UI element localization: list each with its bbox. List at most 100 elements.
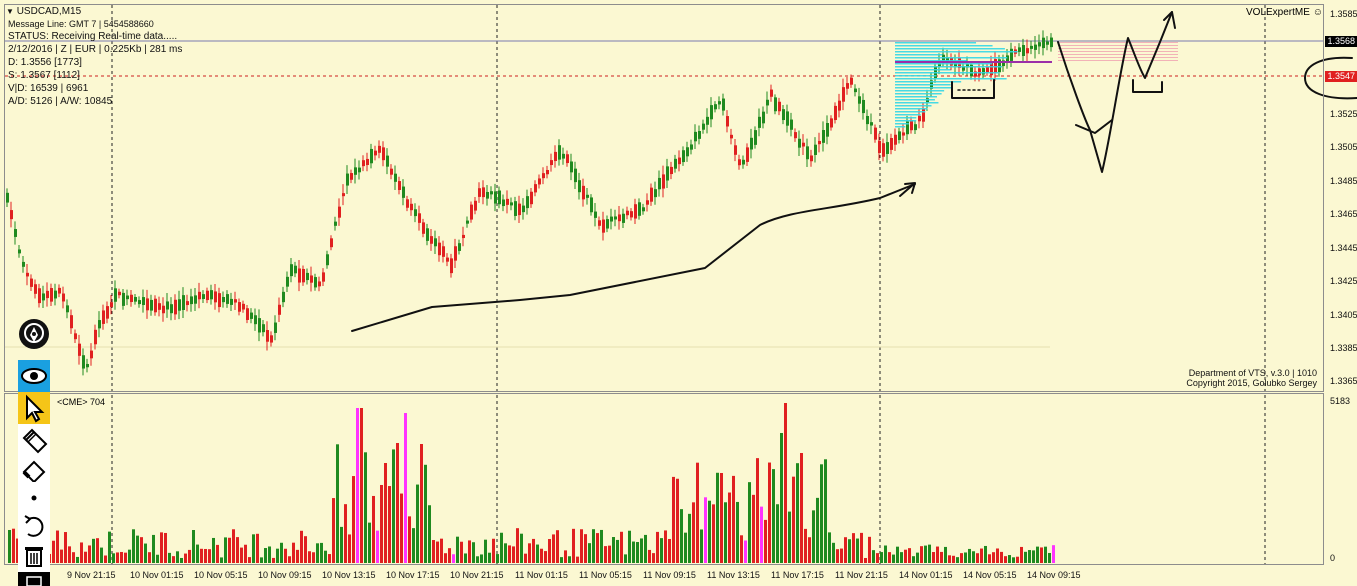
candle-body [702,123,705,130]
collapse-triangle-icon[interactable]: ▼ [6,7,14,16]
volume-bar [288,556,291,563]
eye-icon[interactable] [18,360,50,392]
candle-body [42,293,45,301]
candle-body [306,272,309,281]
volume-bar [308,551,311,563]
candle-body [214,291,217,303]
profile-bar [895,72,1000,74]
volume-bar [224,537,227,563]
candle-body [194,295,197,304]
candle-body [858,96,861,104]
expert-label[interactable]: VOLExpertME ☺ [1246,7,1323,18]
volume-bar [140,537,143,563]
profile-bar-right [1058,42,1178,43]
volume-bar [476,556,479,563]
candle-body [602,219,605,233]
candle-body [250,312,253,319]
candle-body [390,168,393,175]
volume-bar [456,536,459,563]
candle-body [866,115,869,125]
candle-body [14,229,17,237]
pencil-icon[interactable] [18,424,50,456]
volume-bar [848,539,851,563]
price-tick: 1.3485 [1330,176,1357,186]
candle-body [810,155,813,162]
volume-bar [800,453,803,563]
volume-bar [832,542,835,563]
volume-bar [432,540,435,563]
pen-nib-icon[interactable] [18,318,50,350]
candle-body [778,101,781,112]
volume-bar [932,552,935,563]
candle-body [1038,42,1041,47]
volume-bar [324,550,327,563]
candle-body [718,101,721,105]
profile-bar [895,57,1008,59]
candle-body [78,343,81,356]
volume-bar [756,458,759,563]
candle-body [410,203,413,211]
candle-body [234,299,237,303]
price-pane[interactable] [4,4,1324,392]
profile-bar [895,102,939,104]
candle-body [646,200,649,205]
volume-bar [728,492,731,563]
volume-bar [544,551,547,563]
volume-bar [68,546,71,563]
volume-bar [992,552,995,563]
volume-bar [384,463,387,563]
volume-bar [760,506,763,563]
candle-body [974,71,977,77]
volume-bar [116,552,119,563]
candle-body [626,210,629,216]
volume-bar [820,464,823,563]
candle-body [594,211,597,218]
volume-bar [572,528,575,563]
volume-bar [440,538,443,563]
volume-bar [8,529,11,563]
volume-bar [816,497,819,563]
candle-body [922,109,925,122]
volume-bar [764,519,767,563]
volume-bar [164,532,167,563]
volume-bar [344,504,347,563]
volume-bar [508,545,511,563]
cursor-icon[interactable] [18,392,50,424]
volume-pane[interactable] [4,393,1324,565]
candle-body [158,303,161,310]
candle-body [906,121,909,135]
volume-bar [936,546,939,563]
trash-icon[interactable] [18,540,50,572]
volume-bar [320,542,323,563]
candle-body [954,61,957,68]
price-tick: 1.3465 [1330,209,1357,219]
volume-bar [120,551,123,563]
volume-bar [672,476,675,563]
candle-body [670,166,673,175]
eraser-icon[interactable] [18,454,50,486]
drawing-toolbar [18,318,50,586]
dot-icon[interactable] [18,482,50,514]
ad-line: A/D: 5126 | A/W: 10845 [8,96,113,107]
candle-body [874,127,877,140]
volume-bar [520,533,523,563]
time-tick: 14 Nov 05:15 [963,570,1017,580]
candle-body [354,167,357,175]
volume-bar [196,544,199,563]
volume-bar [948,555,951,563]
candle-body [742,159,745,165]
candle-body [854,88,857,93]
volume-bar [724,502,727,563]
profile-bar [895,75,937,77]
time-tick: 11 Nov 05:15 [579,570,632,580]
smiley-icon: ☺ [1312,7,1323,18]
undo-icon[interactable] [18,510,50,542]
candle-body [662,174,665,189]
candle-body [834,105,837,121]
camera-icon[interactable] [18,572,50,586]
volume-bar [664,530,667,563]
candle-body [170,304,173,314]
candle-body [474,200,477,211]
